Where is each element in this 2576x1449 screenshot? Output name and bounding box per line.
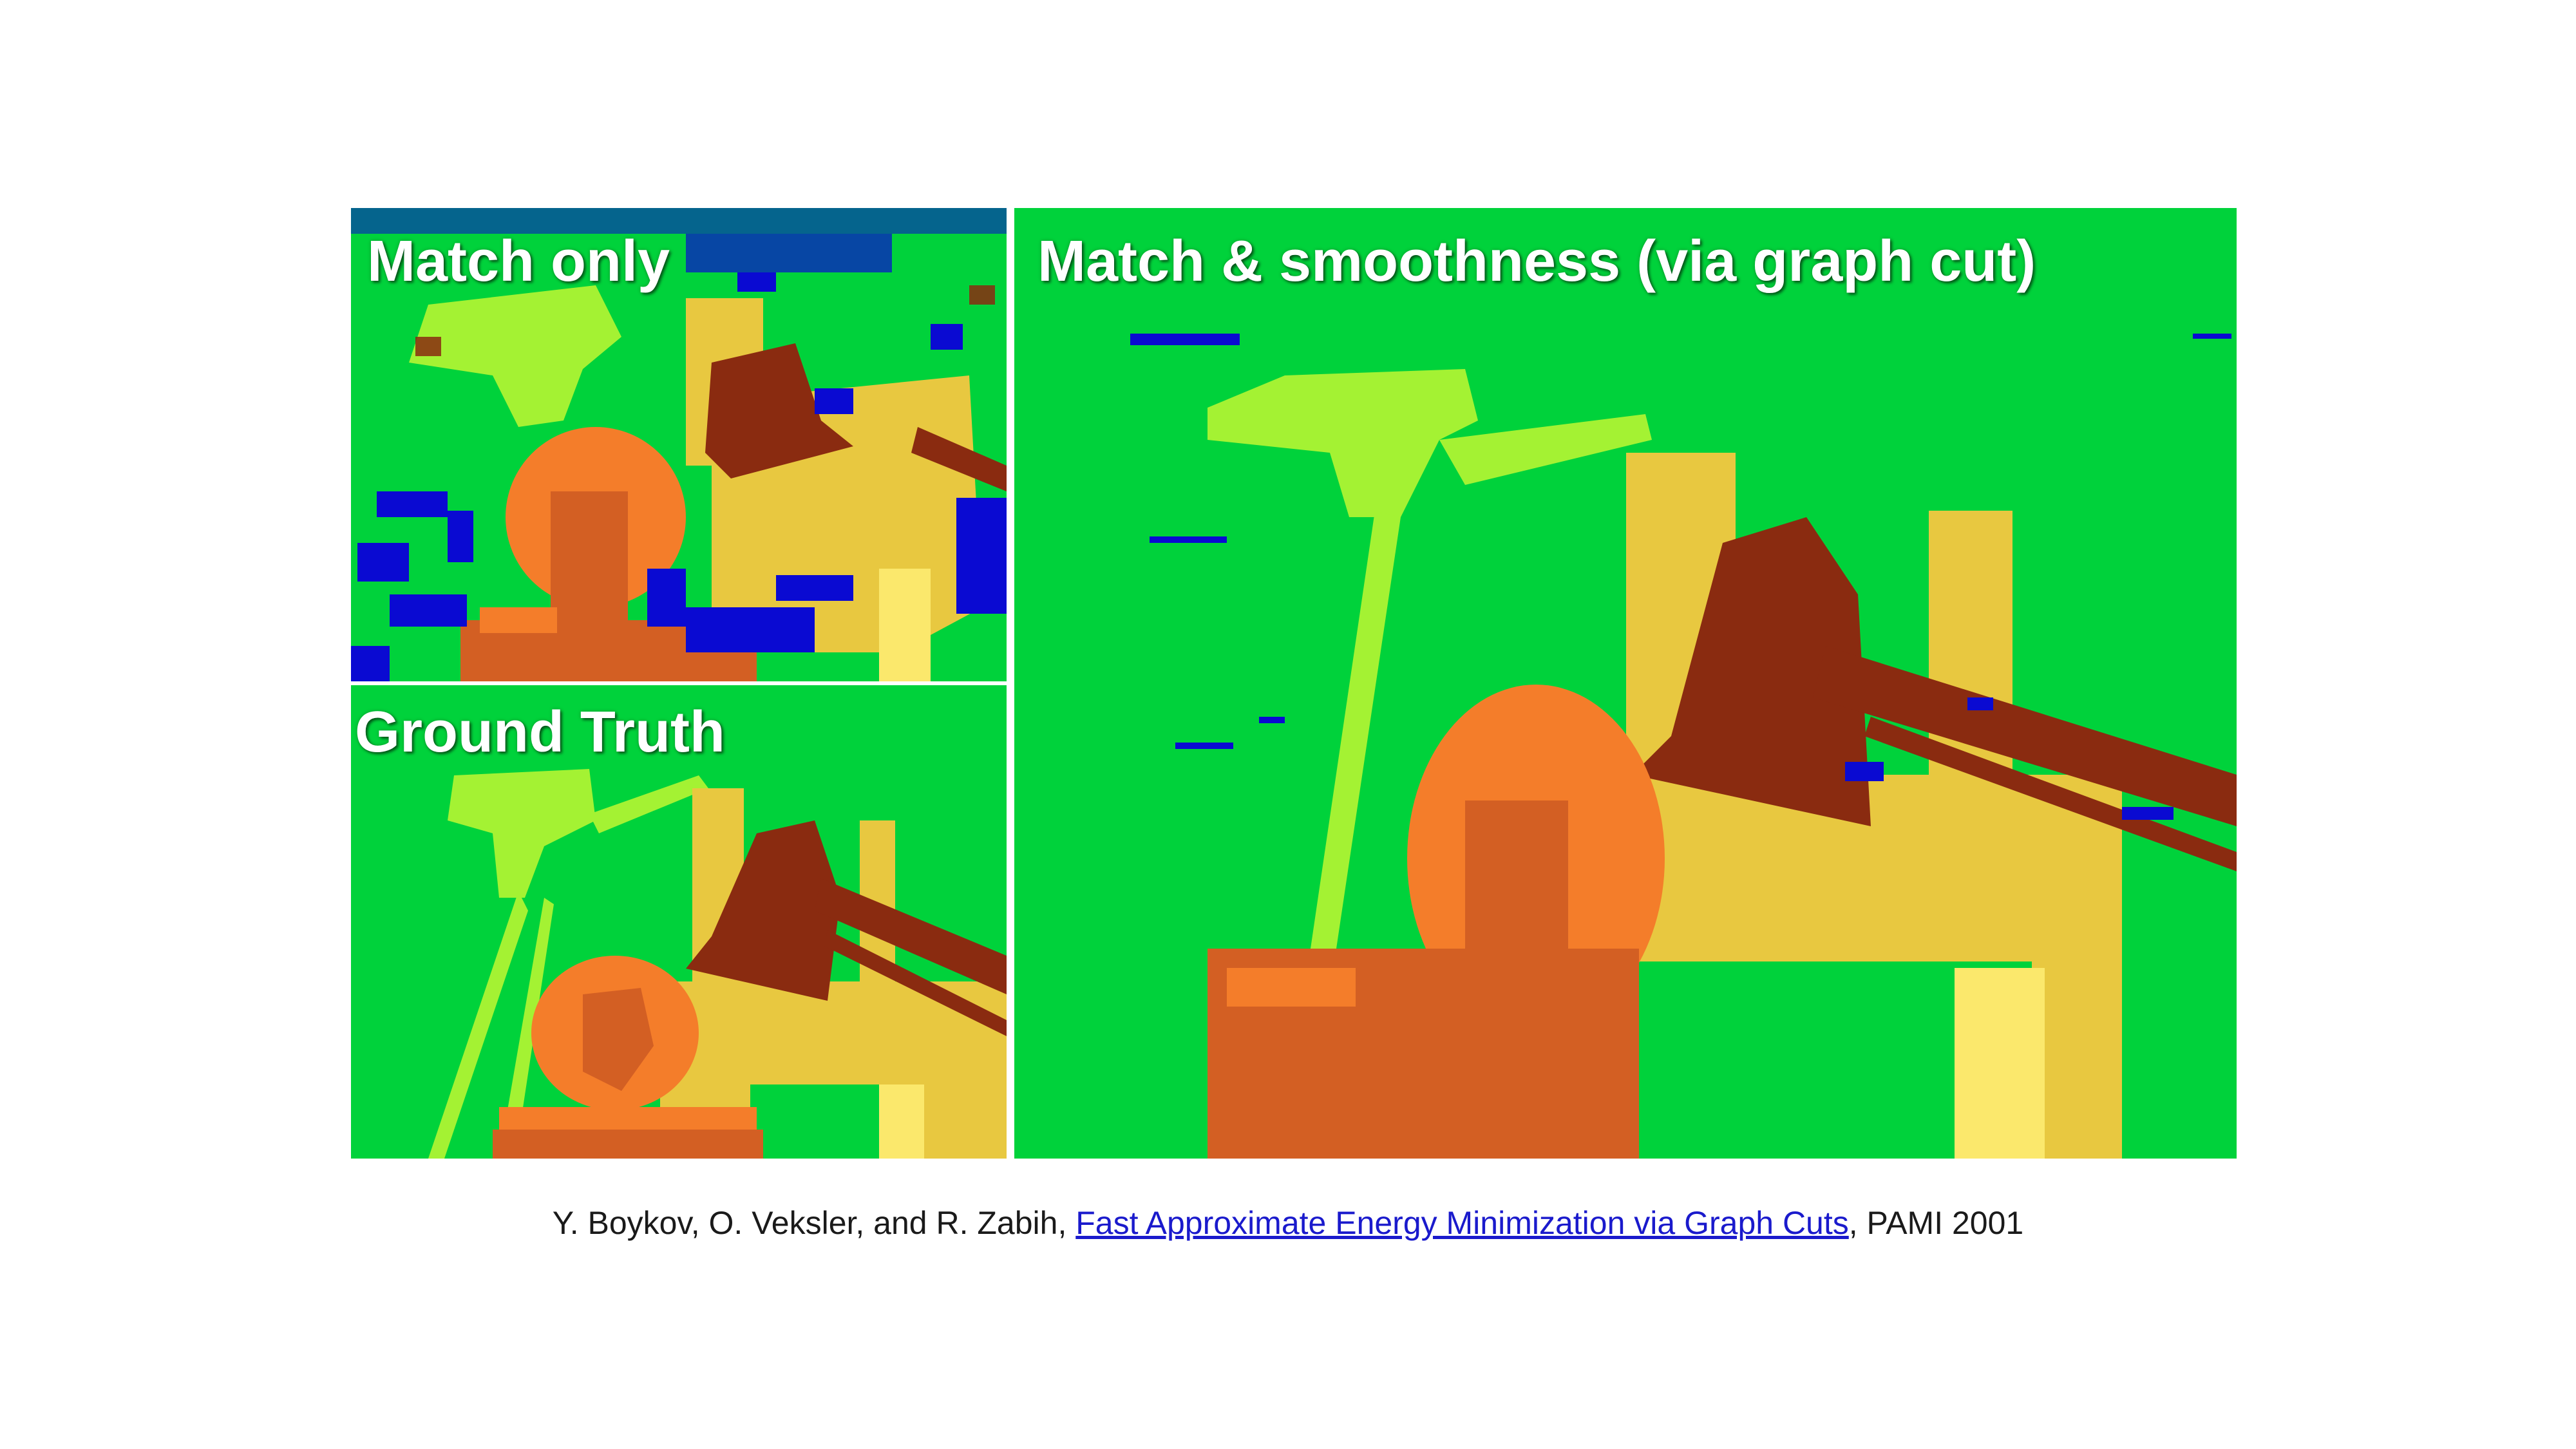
graph-cut-disparity-image [1014,208,2237,1159]
citation: Y. Boykov, O. Veksler, and R. Zabih, Fas… [0,1204,2576,1242]
graph-cut-label: Match & smoothness (via graph cut) [1037,229,2036,294]
citation-venue: , PAMI 2001 [1848,1205,2024,1241]
match-only-disparity-image [351,208,1007,681]
match-only-disparity-panel: Match only [351,208,1007,681]
paper-link[interactable]: Fast Approximate Energy Minimization via… [1075,1205,1849,1241]
citation-authors: Y. Boykov, O. Veksler, and R. Zabih, [552,1205,1067,1241]
graph-cut-disparity-panel: Match & smoothness (via graph cut) [1014,208,2237,1159]
ground-truth-disparity-panel: Ground Truth [351,685,1007,1159]
match-only-label: Match only [367,229,670,294]
ground-truth-disparity-image [351,685,1007,1159]
ground-truth-label: Ground Truth [355,700,725,764]
